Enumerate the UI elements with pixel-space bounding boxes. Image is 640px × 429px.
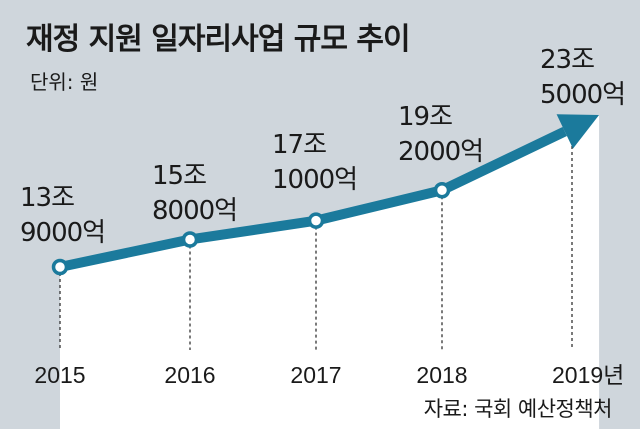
data-label: 8000억: [152, 196, 237, 226]
data-label: 5000억: [540, 80, 625, 110]
arrow-head: [556, 114, 600, 149]
x-tick-label: 2016: [164, 362, 215, 388]
chart-title: 재정 지원 일자리사업 규모 추이: [26, 22, 411, 57]
data-label: 9000억: [20, 218, 105, 248]
guide-lines: [59, 127, 573, 350]
data-label: 1000억: [272, 165, 357, 195]
x-tick-label: 2018: [416, 362, 467, 388]
point-marker: [433, 182, 451, 199]
data-label: 17조: [272, 130, 326, 160]
data-label: 19조: [398, 102, 452, 132]
unit-label: 단위: 원: [30, 70, 99, 94]
point-marker: [307, 212, 325, 229]
data-label: 13조: [20, 183, 74, 213]
area-fill: [60, 115, 600, 429]
x-axis-labels: 2015 2016 2017 2018 2019년: [34, 362, 624, 388]
x-tick-label: 2019년: [552, 362, 624, 388]
x-tick-label: 2015: [34, 362, 85, 388]
point-markers: [51, 182, 451, 276]
source-note: 자료: 국회 예산정책처: [423, 397, 613, 421]
data-label: 2000억: [398, 137, 483, 167]
data-label: 15조: [152, 161, 206, 191]
point-marker: [51, 258, 69, 276]
x-tick-label: 2017: [290, 362, 341, 388]
data-label: 23조: [540, 45, 594, 75]
data-labels: 13조 9000억 15조 8000억 17조 1000억 19조 2000억 23조 5000억: [20, 45, 626, 248]
point-marker: [181, 231, 199, 248]
